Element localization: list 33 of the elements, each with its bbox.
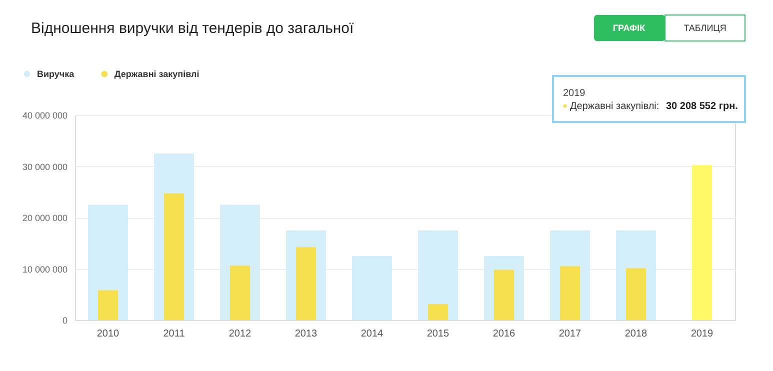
x-tick-label: 2013 bbox=[294, 328, 318, 340]
bar bbox=[296, 247, 316, 320]
y-tick-label: 10 000 000 bbox=[22, 264, 68, 274]
x-tick-label: 2015 bbox=[426, 328, 450, 340]
bar bbox=[692, 165, 712, 320]
x-tick-label: 2014 bbox=[360, 328, 384, 340]
bar bbox=[164, 193, 184, 320]
x-tick-label: 2012 bbox=[228, 328, 252, 340]
legend-label: Виручка bbox=[37, 69, 76, 79]
bar bbox=[560, 266, 580, 320]
bar bbox=[352, 256, 392, 320]
x-tick-label: 2016 bbox=[492, 328, 516, 340]
y-tick-label: 20 000 000 bbox=[22, 213, 68, 223]
text: 2019 bbox=[563, 88, 586, 99]
x-tick-label: 2018 bbox=[624, 328, 648, 340]
bar bbox=[230, 266, 250, 320]
x-tick-label: 2019 bbox=[690, 328, 714, 340]
bar bbox=[98, 290, 118, 320]
y-tick-label: 30 000 000 bbox=[22, 162, 68, 172]
x-tick-label: 2010 bbox=[96, 328, 120, 340]
chart-title: Відношення виручки від тендерів до загальної bbox=[31, 20, 355, 37]
bar bbox=[418, 230, 458, 320]
y-tick-label: 0 bbox=[62, 316, 68, 326]
bar bbox=[494, 270, 514, 320]
text: ГРАФІК bbox=[612, 23, 646, 33]
legend-label: Державні закупівлі bbox=[114, 69, 200, 79]
bar bbox=[626, 268, 646, 320]
text: Державні закупівлі: 30 208 552 грн. bbox=[570, 101, 738, 112]
y-tick-label: 40 000 000 bbox=[22, 110, 68, 120]
bar bbox=[428, 304, 448, 320]
text: ТАБЛИЦЯ bbox=[684, 23, 726, 33]
x-tick-label: 2011 bbox=[163, 328, 186, 340]
x-tick-label: 2017 bbox=[558, 328, 582, 340]
